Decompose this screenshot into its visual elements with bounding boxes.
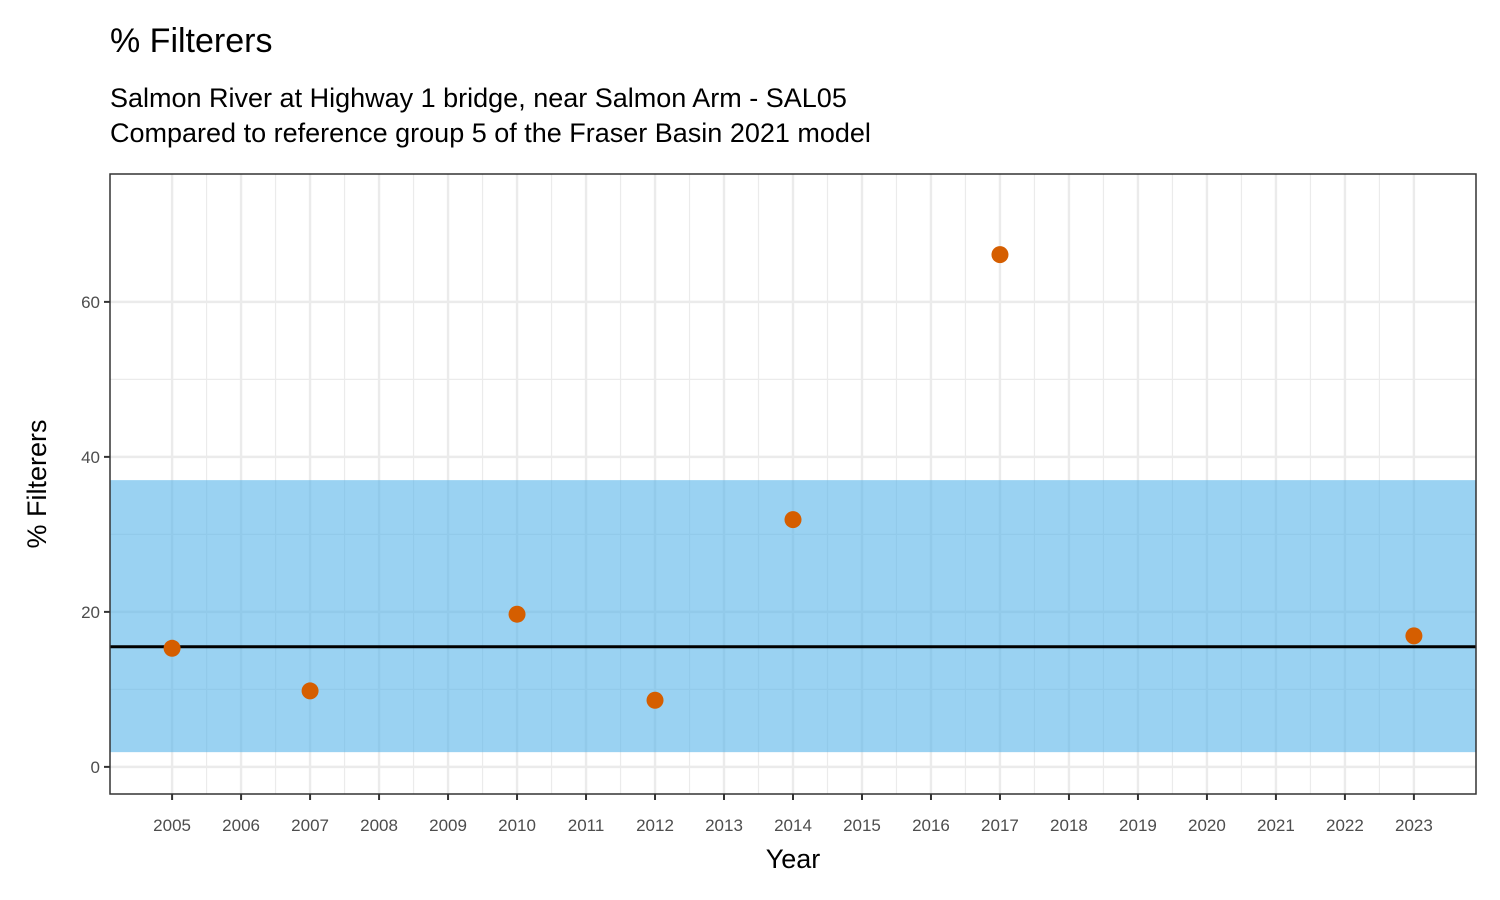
x-tick-label: 2012 (636, 816, 674, 835)
y-tick-label: 20 (81, 603, 100, 622)
x-tick-label: 2008 (360, 816, 398, 835)
chart-subtitle: Compared to reference group 5 of the Fra… (110, 118, 871, 148)
x-tick-label: 2022 (1326, 816, 1364, 835)
x-tick-label: 2023 (1395, 816, 1433, 835)
chart-title: % Filterers (110, 22, 272, 60)
y-tick-label: 40 (81, 448, 100, 467)
x-tick-label: 2006 (222, 816, 260, 835)
x-tick-label: 2009 (429, 816, 467, 835)
chart-subtitle: Salmon River at Highway 1 bridge, near S… (110, 83, 847, 113)
point (163, 639, 181, 657)
x-tick-label: 2011 (568, 816, 605, 835)
x-tick-label: 2005 (153, 816, 191, 835)
x-tick-label: 2016 (912, 816, 950, 835)
x-tick-label: 2019 (1119, 816, 1157, 835)
point (991, 246, 1009, 264)
x-tick-label: 2015 (843, 816, 881, 835)
x-tick-label: 2020 (1188, 816, 1226, 835)
x-tick-label: 2013 (705, 816, 743, 835)
plot-border (109, 173, 1477, 795)
point (1405, 627, 1423, 645)
x-tick-label: 2010 (498, 816, 536, 835)
point (301, 682, 319, 700)
x-axis-title: Year (766, 844, 821, 874)
point (646, 691, 664, 709)
y-tick-label: 0 (91, 758, 100, 777)
y-axis-title: % Filterers (22, 419, 52, 548)
point (508, 605, 526, 623)
x-tick-label: 2018 (1050, 816, 1088, 835)
x-tick-label: 2007 (291, 816, 329, 835)
y-tick-label: 60 (81, 293, 100, 312)
x-tick-label: 2017 (981, 816, 1019, 835)
point (784, 511, 802, 529)
x-tick-label: 2021 (1257, 816, 1295, 835)
x-tick-label: 2014 (774, 816, 812, 835)
